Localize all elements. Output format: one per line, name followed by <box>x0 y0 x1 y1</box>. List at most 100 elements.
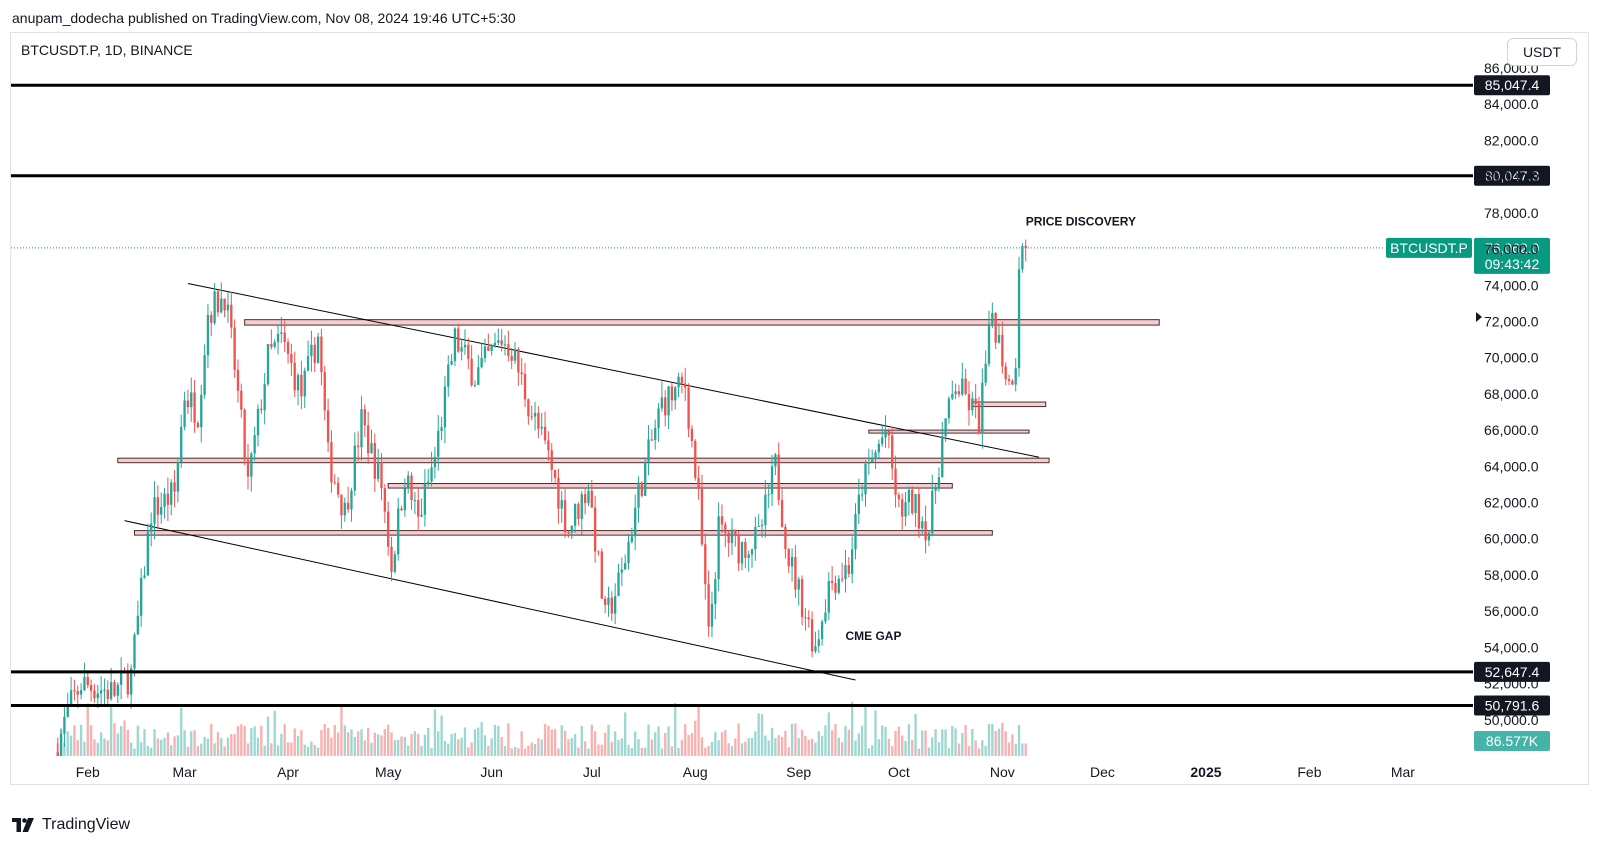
price-axis-arrow-icon[interactable] <box>1476 312 1482 322</box>
volume-bar <box>296 735 300 756</box>
candle-body <box>607 597 610 605</box>
candle-body <box>904 502 907 517</box>
volume-bar <box>750 737 754 756</box>
candle-body <box>140 577 143 616</box>
candle-body <box>927 533 931 541</box>
volume-bar <box>804 735 807 756</box>
candle-body <box>991 313 994 324</box>
volume-bar <box>263 745 266 756</box>
candle-body <box>961 378 964 395</box>
candle-body <box>280 332 283 334</box>
candle-body <box>463 344 467 348</box>
candle-body <box>911 489 914 513</box>
sr-zone <box>134 530 993 536</box>
candle-body <box>313 344 316 363</box>
price-tick-label: 68,000.0 <box>1484 386 1539 402</box>
volume-bar <box>213 743 216 756</box>
candle-body <box>253 435 256 454</box>
candle-body <box>850 549 854 574</box>
volume-bar <box>143 729 146 756</box>
candle-body <box>517 349 520 373</box>
volume-bar <box>684 724 687 756</box>
volume-bar <box>520 731 523 756</box>
candle-body <box>570 525 573 533</box>
volume-bar <box>644 747 647 756</box>
price-tick-label: 64,000.0 <box>1484 458 1539 474</box>
candle-body <box>213 291 216 324</box>
volume-bar <box>857 733 860 756</box>
price-tick-label: 66,000.0 <box>1484 422 1539 438</box>
volume-bar <box>360 729 363 756</box>
level-badge <box>1474 661 1550 682</box>
volume-bar <box>687 734 690 756</box>
candle-body <box>844 565 847 579</box>
symbol-info[interactable]: BTCUSDT.P, 1D, BINANCE <box>21 42 193 58</box>
volume-bar <box>667 726 670 756</box>
volume-bar <box>226 737 230 756</box>
volume-bar <box>206 738 210 756</box>
volume-bar <box>230 734 233 756</box>
candle-body <box>146 531 150 576</box>
volume-bar <box>634 731 637 756</box>
candle-body <box>407 475 410 489</box>
candle-body <box>270 343 273 347</box>
volume-bar <box>397 739 400 756</box>
candle-body <box>630 536 634 542</box>
time-tick-label: Oct <box>888 764 910 780</box>
candle-body <box>119 671 123 685</box>
candle-body <box>567 532 570 534</box>
annotations: PRICE DISCOVERY CME GAP <box>845 215 1135 644</box>
candle-body <box>730 529 734 543</box>
candle-body <box>724 524 727 533</box>
volume-bar <box>927 747 931 756</box>
volume-bar <box>460 737 463 756</box>
candle-body <box>79 690 83 695</box>
candle-body <box>76 691 79 695</box>
volume-bar <box>470 742 473 756</box>
candle-body <box>874 452 877 460</box>
tradingview-logo[interactable]: TradingView <box>12 816 130 834</box>
volume-bar <box>180 707 183 756</box>
candle-body <box>236 369 240 391</box>
candle-body <box>774 454 777 467</box>
volume-bar <box>951 725 954 756</box>
volume-bar <box>907 724 911 756</box>
candle-body <box>603 598 607 605</box>
candle-body <box>750 549 754 555</box>
last-price-line: BTCUSDT.P 76,062.009:43:42 86.577K <box>11 237 1550 751</box>
candle-body <box>613 596 617 614</box>
volume-bar <box>787 747 790 756</box>
volume-bar <box>917 748 921 756</box>
candle-body <box>183 400 186 427</box>
volume-bar <box>587 748 590 756</box>
candle-body <box>443 386 447 428</box>
volume-bar <box>824 725 827 756</box>
candle-body <box>103 689 106 691</box>
candle-body <box>507 344 510 356</box>
sr-zone <box>868 429 1030 434</box>
volume-bar <box>173 736 176 756</box>
volume-bar <box>517 748 520 756</box>
volume-bar <box>433 709 437 756</box>
candle-body <box>864 463 867 495</box>
candle-body <box>847 565 850 574</box>
support-resistance-zones <box>117 319 1160 536</box>
volume-bar <box>697 705 700 756</box>
candle-body <box>764 494 767 525</box>
volume-bar <box>407 745 410 756</box>
volume-bar <box>306 746 310 756</box>
volume-bar <box>160 739 163 756</box>
candle-body <box>220 298 223 313</box>
volume-bar <box>807 739 810 756</box>
volume-bar <box>480 722 483 756</box>
candle-body <box>854 514 857 550</box>
candle-body <box>413 500 417 502</box>
candle-body <box>827 580 830 613</box>
candle-body <box>193 392 196 423</box>
candle-body <box>427 481 430 484</box>
candle-body <box>727 532 730 543</box>
currency-button[interactable]: USDT <box>1507 38 1577 66</box>
volume-bar <box>1014 743 1017 756</box>
candle-body <box>537 412 540 429</box>
